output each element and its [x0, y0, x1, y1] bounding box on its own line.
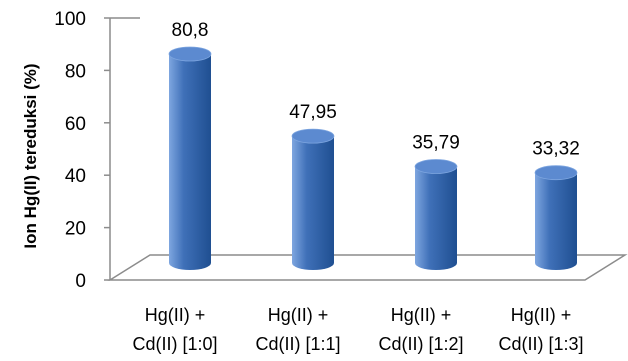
- data-label: 47,95: [289, 102, 337, 123]
- bar-body: [415, 166, 457, 270]
- data-label: 80,8: [172, 20, 209, 41]
- bar-series: [168, 46, 578, 270]
- category-label: Cd(II) [1:3]: [498, 334, 583, 354]
- y-tick-label: 60: [65, 114, 86, 135]
- bar-body: [535, 172, 577, 270]
- data-label: 33,32: [532, 139, 580, 160]
- category-label: Hg(II) +: [511, 305, 572, 325]
- category-label: Cd(II) [1:0]: [132, 334, 217, 354]
- y-axis-title: Ion Hg(II) tereduksi (%): [21, 63, 40, 248]
- y-axis: 0 20 40 60 80 100: [54, 9, 140, 292]
- y-tick-label: 100: [54, 9, 86, 30]
- category-label: Cd(II) [1:1]: [255, 334, 340, 354]
- data-label: 35,79: [412, 133, 460, 154]
- data-labels: 80,8 47,95 35,79 33,32: [172, 20, 580, 160]
- bar-top: [414, 159, 458, 174]
- bar-body: [169, 54, 211, 270]
- bar: [291, 128, 335, 270]
- y-axis-title-group: Ion Hg(II) tereduksi (%): [21, 63, 40, 248]
- chart-floor: [107, 254, 628, 281]
- y-tick-label: 0: [75, 271, 86, 292]
- bar-top: [534, 165, 578, 181]
- bar: [534, 165, 578, 270]
- category-label: Hg(II) +: [145, 305, 206, 325]
- category-labels: Hg(II) + Cd(II) [1:0] Hg(II) + Cd(II) [1:1]…: [132, 305, 583, 354]
- category-label: Hg(II) +: [391, 305, 452, 325]
- bar: [168, 46, 212, 270]
- bar-top: [291, 128, 335, 144]
- category-label: Cd(II) [1:2]: [378, 334, 463, 354]
- category-label: Hg(II) +: [268, 305, 329, 325]
- floor-outline: [107, 254, 628, 281]
- y-tick-label: 40: [65, 166, 86, 187]
- bar-top: [168, 46, 212, 62]
- y-tick-label: 80: [65, 61, 86, 82]
- y-tick-label: 20: [65, 219, 86, 240]
- bar: [414, 159, 458, 270]
- bar-body: [292, 136, 334, 270]
